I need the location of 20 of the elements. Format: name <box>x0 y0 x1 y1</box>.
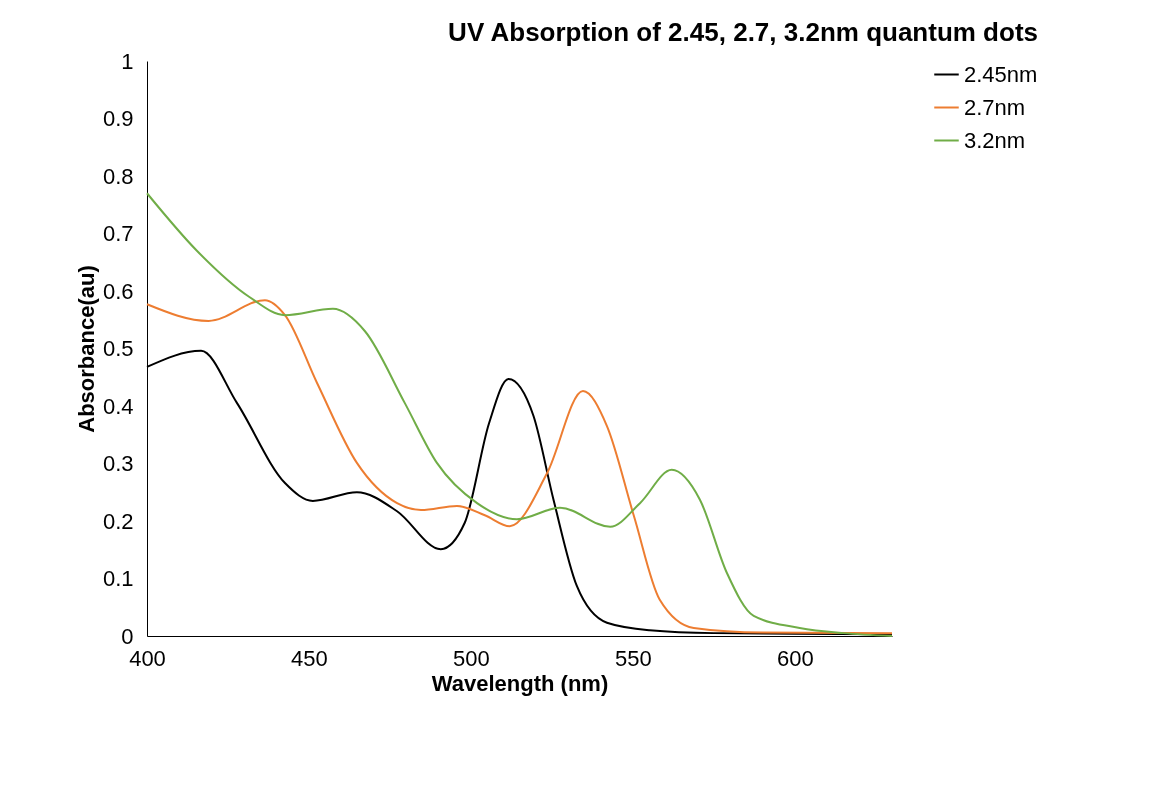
y-tick-label: 0.3 <box>102 451 134 476</box>
y-tick-label: 0.6 <box>102 278 134 304</box>
y-tick-label: 0.9 <box>102 106 134 131</box>
y-tick-label: 0.7 <box>102 221 134 246</box>
y-tick-label: 0.2 <box>102 508 134 534</box>
chart-title: UV Absorption of 2.45, 2.7, 3.2nm quantum dots <box>448 17 1038 47</box>
y-tick-label: 0.4 <box>102 393 134 419</box>
legend-label: 2.45nm <box>964 61 1038 87</box>
x-axis-title: Wavelength (nm) <box>431 670 609 696</box>
y-tick-label: 1 <box>121 48 134 74</box>
y-tick-label: 0.8 <box>102 163 134 189</box>
x-tick-label: 450 <box>291 645 328 671</box>
x-tick-label: 550 <box>615 645 652 671</box>
x-tick-label: 600 <box>776 645 814 671</box>
y-tick-label: 0.1 <box>102 566 134 591</box>
legend-label: 2.7nm <box>964 94 1026 120</box>
y-axis-title: Absorbance(au) <box>73 265 99 433</box>
legend-label: 3.2nm <box>964 127 1026 153</box>
x-tick-label: 500 <box>453 645 490 671</box>
y-tick-label: 0.5 <box>102 336 134 361</box>
